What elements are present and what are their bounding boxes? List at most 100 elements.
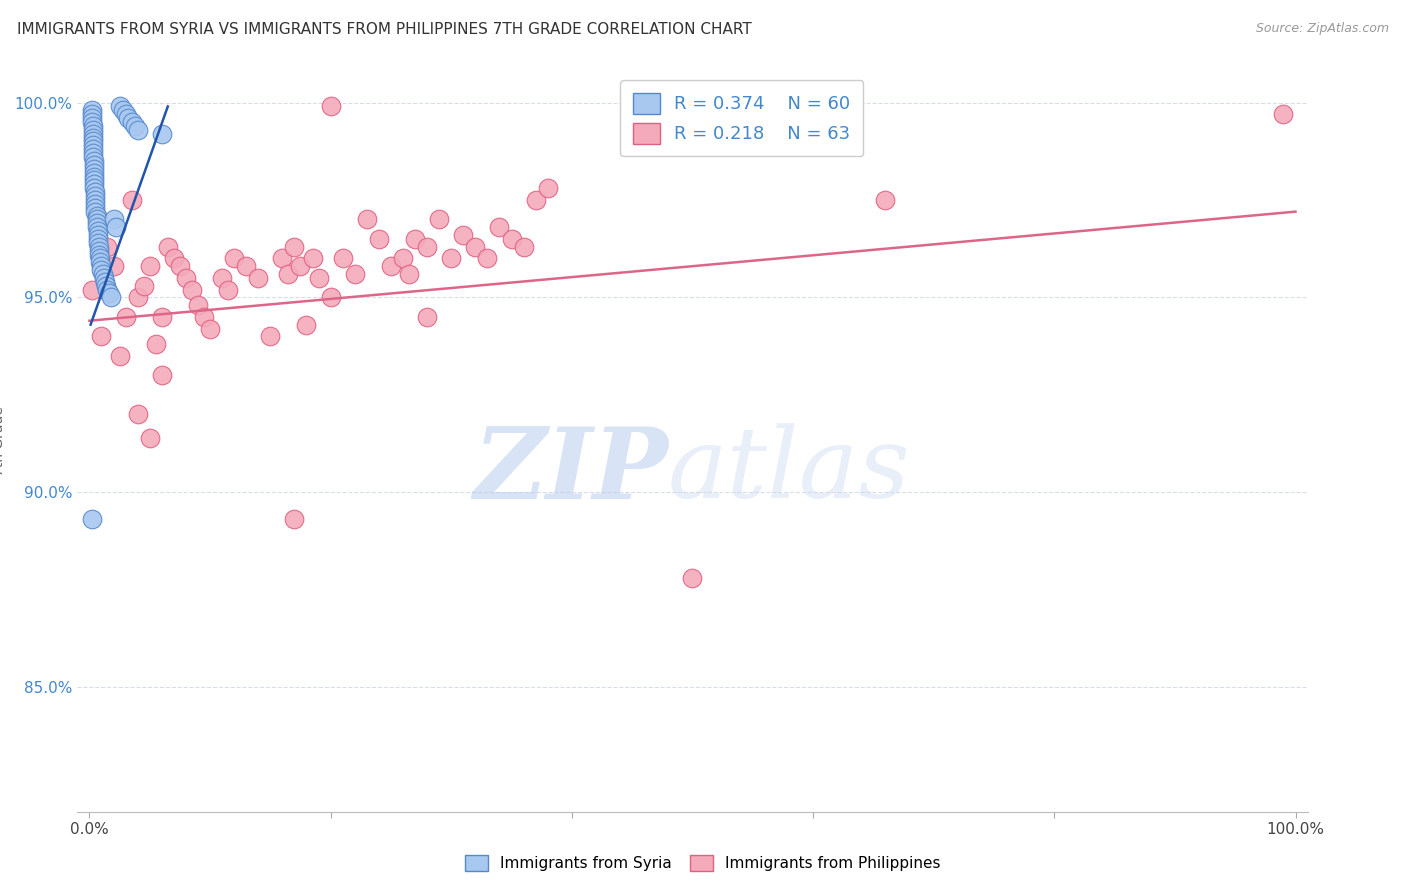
- Point: [83, 169, 105, 184]
- Text: IMMIGRANTS FROM SYRIA VS IMMIGRANTS FROM PHILIPPINES 7TH GRADE CORRELATION CHART: IMMIGRANTS FROM SYRIA VS IMMIGRANTS FROM…: [17, 22, 752, 37]
- Point: [150, 127, 173, 141]
- Point: [150, 368, 173, 383]
- Point: [82, 146, 104, 161]
- Point: [453, 227, 475, 242]
- Point: [96, 278, 118, 293]
- Point: [87, 224, 110, 238]
- Point: [90, 263, 112, 277]
- Point: [100, 290, 122, 304]
- Text: Source: ZipAtlas.com: Source: ZipAtlas.com: [1256, 22, 1389, 36]
- Point: [80, 103, 103, 118]
- Text: ZIP: ZIP: [472, 423, 668, 519]
- Point: [82, 138, 104, 153]
- Point: [90, 329, 112, 343]
- Point: [319, 290, 342, 304]
- Point: [180, 283, 202, 297]
- Legend: Immigrants from Syria, Immigrants from Philippines: Immigrants from Syria, Immigrants from P…: [458, 849, 948, 877]
- Point: [83, 166, 105, 180]
- Point: [416, 310, 439, 324]
- Point: [319, 99, 342, 113]
- Point: [82, 135, 104, 149]
- Point: [1272, 107, 1295, 121]
- Point: [84, 189, 107, 203]
- Point: [404, 232, 426, 246]
- Point: [416, 240, 439, 254]
- Point: [80, 107, 103, 121]
- Point: [512, 240, 534, 254]
- Point: [427, 212, 450, 227]
- Point: [488, 220, 510, 235]
- Point: [84, 201, 107, 215]
- Point: [87, 240, 110, 254]
- Point: [247, 271, 270, 285]
- Point: [217, 283, 239, 297]
- Legend: R = 0.374    N = 60, R = 0.218    N = 63: R = 0.374 N = 60, R = 0.218 N = 63: [620, 80, 863, 156]
- Point: [82, 127, 104, 141]
- Point: [86, 209, 108, 223]
- Point: [150, 310, 173, 324]
- Point: [163, 252, 186, 266]
- Text: atlas: atlas: [668, 424, 911, 519]
- Point: [103, 212, 125, 227]
- Point: [80, 283, 103, 297]
- Point: [83, 181, 105, 195]
- Point: [124, 119, 146, 133]
- Point: [193, 310, 215, 324]
- Point: [127, 407, 149, 421]
- Point: [464, 240, 486, 254]
- Point: [94, 275, 117, 289]
- Point: [89, 255, 111, 269]
- Point: [682, 571, 704, 585]
- Point: [121, 115, 143, 129]
- Point: [156, 240, 179, 254]
- Point: [82, 119, 104, 133]
- Point: [91, 267, 114, 281]
- Point: [83, 153, 105, 168]
- Point: [84, 204, 107, 219]
- Point: [138, 431, 160, 445]
- Point: [83, 173, 105, 187]
- Point: [301, 252, 323, 266]
- Point: [108, 99, 131, 113]
- Point: [84, 185, 107, 199]
- Point: [174, 271, 197, 285]
- Point: [86, 212, 108, 227]
- Point: [537, 181, 560, 195]
- Point: [440, 252, 463, 266]
- Point: [87, 247, 110, 261]
- Point: [82, 123, 104, 137]
- Point: [82, 142, 104, 156]
- Point: [86, 216, 108, 230]
- Point: [211, 271, 233, 285]
- Point: [367, 232, 389, 246]
- Point: [121, 193, 143, 207]
- Point: [283, 512, 305, 526]
- Point: [84, 193, 107, 207]
- Point: [356, 212, 378, 227]
- Point: [127, 290, 149, 304]
- Point: [295, 318, 318, 332]
- Point: [332, 252, 354, 266]
- Point: [187, 298, 209, 312]
- Point: [283, 240, 305, 254]
- Point: [83, 161, 105, 176]
- Point: [86, 209, 108, 223]
- Point: [97, 286, 120, 301]
- Point: [87, 232, 110, 246]
- Point: [127, 123, 149, 137]
- Point: [308, 271, 330, 285]
- Point: [198, 321, 221, 335]
- Point: [83, 178, 105, 192]
- Point: [80, 115, 103, 129]
- Point: [96, 240, 118, 254]
- Point: [477, 252, 499, 266]
- Point: [96, 283, 118, 297]
- Point: [80, 512, 103, 526]
- Point: [82, 150, 104, 164]
- Point: [117, 111, 139, 125]
- Point: [145, 337, 167, 351]
- Point: [104, 220, 127, 235]
- Point: [103, 259, 125, 273]
- Point: [235, 259, 257, 273]
- Point: [259, 329, 281, 343]
